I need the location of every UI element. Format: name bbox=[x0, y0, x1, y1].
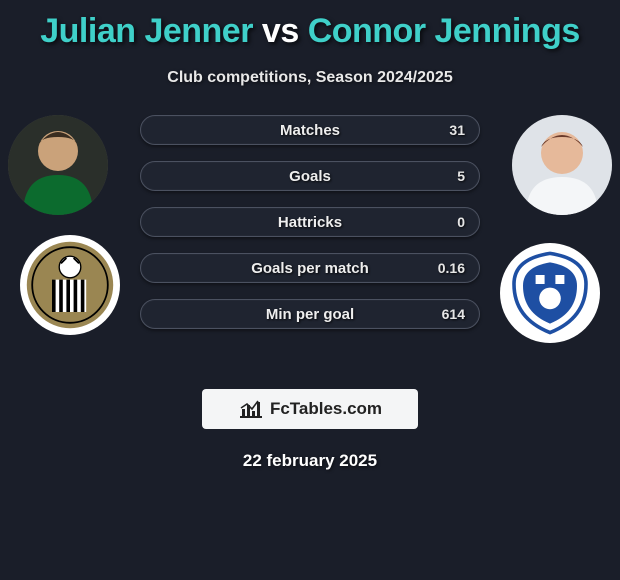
club-left-logo bbox=[20, 235, 120, 335]
person-icon bbox=[8, 115, 108, 215]
stat-label: Min per goal bbox=[141, 306, 479, 323]
title-player2: Connor Jennings bbox=[308, 12, 580, 50]
title-vs: vs bbox=[262, 12, 299, 50]
player-left-avatar bbox=[8, 115, 108, 215]
stat-label: Hattricks bbox=[141, 214, 479, 231]
stat-right-value: 31 bbox=[435, 122, 465, 138]
club-right-logo bbox=[500, 243, 600, 343]
stat-right-value: 0 bbox=[435, 214, 465, 230]
stat-label: Goals bbox=[141, 168, 479, 185]
person-icon bbox=[512, 115, 612, 215]
brand-badge[interactable]: FcTables.com bbox=[202, 389, 418, 429]
brand-label: FcTables.com bbox=[270, 399, 382, 419]
stat-right-value: 614 bbox=[435, 306, 465, 322]
stat-bars: Matches 31 Goals 5 Hattricks 0 Goals per… bbox=[140, 115, 480, 345]
stat-label: Matches bbox=[141, 122, 479, 139]
stat-right-value: 0.16 bbox=[435, 260, 465, 276]
comparison-stage: Matches 31 Goals 5 Hattricks 0 Goals per… bbox=[0, 115, 620, 375]
title-player1: Julian Jenner bbox=[40, 12, 253, 50]
stat-right-value: 5 bbox=[435, 168, 465, 184]
stat-row-mpg: Min per goal 614 bbox=[140, 299, 480, 329]
date-text: 22 february 2025 bbox=[0, 451, 620, 471]
stat-label: Goals per match bbox=[141, 260, 479, 277]
club-badge-icon bbox=[505, 248, 595, 338]
subtitle: Club competitions, Season 2024/2025 bbox=[0, 69, 620, 87]
stat-row-goals: Goals 5 bbox=[140, 161, 480, 191]
stat-row-hattricks: Hattricks 0 bbox=[140, 207, 480, 237]
player-right-avatar bbox=[512, 115, 612, 215]
club-badge-icon bbox=[25, 240, 115, 330]
comparison-card: Julian Jenner vs Connor Jennings Club co… bbox=[0, 0, 620, 471]
stat-row-matches: Matches 31 bbox=[140, 115, 480, 145]
page-title: Julian Jenner vs Connor Jennings bbox=[0, 12, 620, 51]
stat-row-gpm: Goals per match 0.16 bbox=[140, 253, 480, 283]
bar-chart-icon bbox=[238, 399, 264, 419]
